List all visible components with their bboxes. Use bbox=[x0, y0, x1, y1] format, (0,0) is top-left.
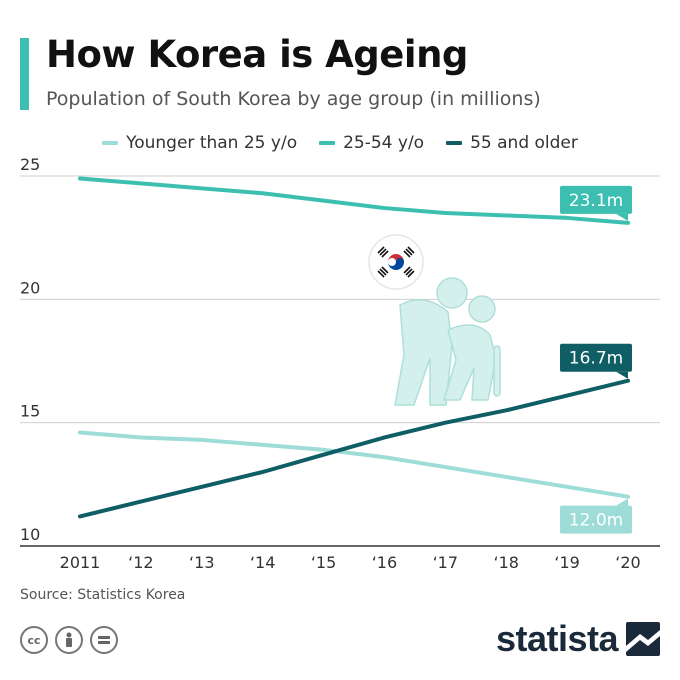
end-label-text: 16.7m bbox=[569, 349, 623, 369]
cc-icon[interactable]: cc bbox=[20, 626, 48, 654]
end-label-box bbox=[560, 185, 632, 214]
y-tick-label: 10 bbox=[20, 525, 40, 544]
y-tick-label: 15 bbox=[20, 402, 40, 421]
elderly-couple-icon bbox=[394, 277, 501, 406]
end-labels: 12.0m 23.1m 16.7m bbox=[560, 185, 632, 534]
source-text: Source: Statistics Korea bbox=[20, 587, 186, 603]
legend-item-old: 55 and older bbox=[446, 133, 578, 153]
x-tick-label: ‘15 bbox=[311, 553, 336, 572]
end-label-pointer bbox=[616, 371, 628, 379]
end-label-pointer bbox=[616, 498, 628, 506]
title-accent-bar bbox=[20, 38, 29, 110]
legend-swatch-old bbox=[446, 141, 463, 145]
south-korea-flag-icon bbox=[368, 234, 424, 290]
x-tick-label: 2011 bbox=[60, 553, 101, 572]
end-label-text: 12.0m bbox=[569, 511, 623, 531]
legend-label-old: 55 and older bbox=[470, 133, 578, 153]
brand-name: statista bbox=[495, 618, 619, 659]
series-line-middle bbox=[78, 176, 630, 225]
statista-logo[interactable]: statista bbox=[496, 618, 660, 660]
x-tick-label: ‘18 bbox=[493, 553, 518, 572]
legend-label-middle: 25-54 y/o bbox=[343, 133, 425, 153]
series-line-old bbox=[78, 378, 630, 519]
x-tick-label: ‘12 bbox=[128, 553, 153, 572]
chart-title: How Korea is Ageing bbox=[46, 33, 468, 76]
y-tick-label: 20 bbox=[20, 278, 40, 297]
statista-logo-icon bbox=[626, 622, 660, 656]
chart-subtitle: Population of South Korea by age group (… bbox=[46, 88, 541, 110]
x-tick-label: ‘14 bbox=[250, 553, 275, 572]
x-tick-label: ‘17 bbox=[433, 553, 458, 572]
x-axis-ticks: 2011 ‘12 ‘13 ‘14 ‘15 ‘16 ‘17 ‘18 ‘19 ‘20 bbox=[60, 553, 641, 572]
end-label-pointer bbox=[616, 213, 628, 221]
series-lines bbox=[78, 176, 630, 519]
x-tick-label: ‘19 bbox=[554, 553, 579, 572]
end-label-text: 23.1m bbox=[569, 191, 623, 211]
x-tick-label: ‘20 bbox=[615, 553, 640, 572]
no-derivatives-icon[interactable] bbox=[90, 626, 118, 654]
grid-lines bbox=[20, 175, 660, 547]
y-axis-ticks: 10 15 20 25 bbox=[20, 155, 40, 544]
license-icons: cc bbox=[20, 626, 118, 654]
attribution-icon[interactable] bbox=[55, 626, 83, 654]
end-label-box bbox=[560, 343, 632, 372]
legend-item-young: Younger than 25 y/o bbox=[102, 133, 297, 153]
legend-swatch-young bbox=[102, 141, 119, 145]
series-line-young bbox=[78, 430, 630, 499]
x-tick-label: ‘13 bbox=[189, 553, 214, 572]
x-tick-label: ‘16 bbox=[372, 553, 397, 572]
end-label-old: 16.7m bbox=[560, 343, 632, 379]
end-label-young: 12.0m bbox=[560, 498, 632, 534]
end-label-middle: 23.1m bbox=[560, 185, 632, 221]
equals-icon bbox=[98, 636, 110, 644]
legend: Younger than 25 y/o 25-54 y/o 55 and old… bbox=[0, 133, 680, 153]
person-icon bbox=[66, 632, 72, 647]
end-label-box bbox=[560, 505, 632, 534]
legend-item-middle: 25-54 y/o bbox=[319, 133, 424, 153]
legend-swatch-middle bbox=[319, 141, 336, 145]
y-tick-label: 25 bbox=[20, 155, 40, 174]
legend-label-young: Younger than 25 y/o bbox=[126, 133, 298, 153]
